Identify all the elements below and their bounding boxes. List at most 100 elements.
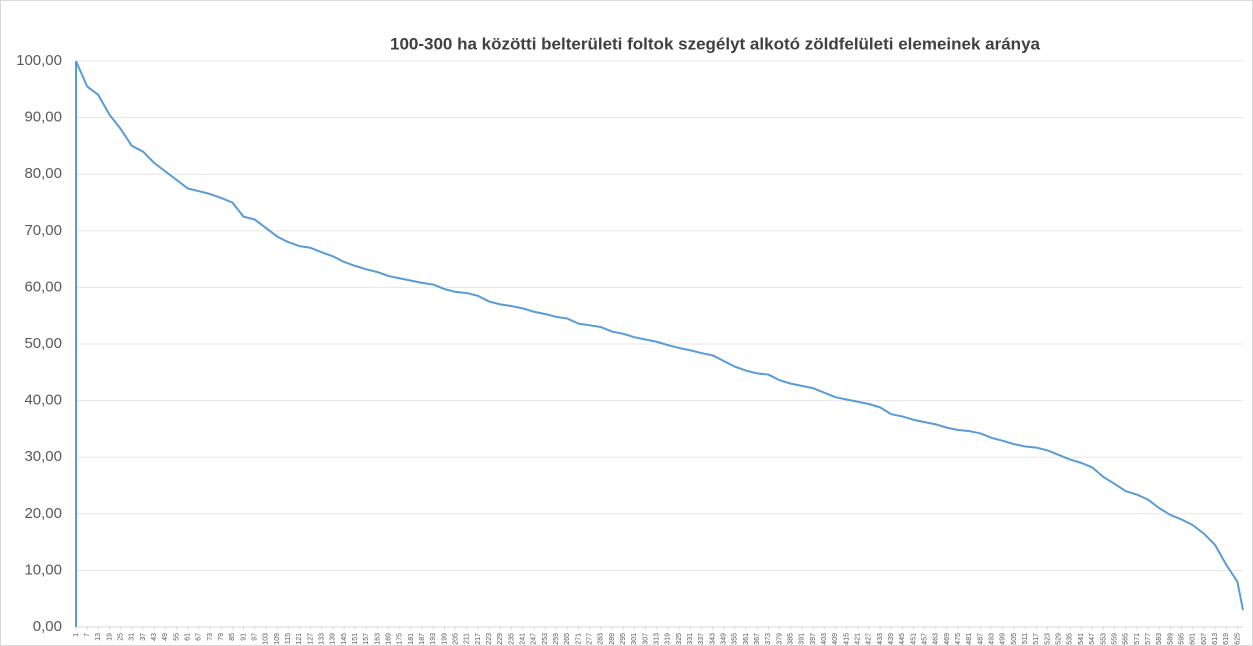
x-tick-label: 343 — [709, 633, 716, 645]
x-tick-label: 331 — [687, 633, 694, 645]
x-tick-label: 277 — [587, 633, 594, 645]
x-tick-label: 523 — [1044, 633, 1051, 645]
x-tick-label: 43 — [151, 633, 158, 641]
x-tick-label: 19 — [106, 633, 113, 641]
x-tick-label: 25 — [118, 633, 125, 641]
x-tick-label: 301 — [631, 633, 638, 645]
x-tick-label: 595 — [1178, 633, 1185, 645]
x-tick-label: 145 — [341, 633, 348, 645]
x-tick-label: 607 — [1201, 633, 1208, 645]
x-tick-label: 193 — [430, 633, 437, 645]
x-tick-label: 541 — [1078, 633, 1085, 645]
x-tick-label: 367 — [754, 633, 761, 645]
x-tick-label: 499 — [1000, 633, 1007, 645]
x-tick-label: 469 — [944, 633, 951, 645]
x-tick-label: 583 — [1156, 633, 1163, 645]
x-tick-label: 493 — [989, 633, 996, 645]
x-tick-label: 115 — [285, 633, 292, 644]
data-line — [75, 60, 1244, 611]
y-tick-label: 0,00 — [33, 618, 62, 635]
x-tick-label: 589 — [1167, 633, 1174, 645]
x-tick-label: 379 — [776, 633, 783, 645]
x-tick-label: 91 — [240, 633, 247, 641]
x-tick-label: 439 — [888, 633, 895, 645]
x-tick-label: 1 — [73, 633, 80, 637]
x-tick-label: 97 — [252, 633, 259, 641]
x-tick-label: 319 — [665, 633, 672, 645]
x-tick-label: 313 — [654, 633, 661, 645]
x-tick-label: 13 — [95, 633, 102, 641]
x-tick-label: 385 — [788, 633, 795, 645]
x-tick-label: 37 — [140, 633, 147, 641]
x-tick-label: 31 — [129, 633, 136, 641]
x-tick-label: 505 — [1011, 633, 1018, 645]
x-tick-label: 169 — [386, 633, 393, 645]
x-tick-label: 481 — [966, 633, 973, 645]
x-tick-label: 181 — [408, 633, 415, 645]
x-tick-label: 511 — [1022, 633, 1029, 644]
x-tick-label: 217 — [475, 633, 482, 645]
x-tick-label: 391 — [799, 633, 806, 645]
x-tick-label: 559 — [1111, 633, 1118, 645]
y-tick-label: 70,00 — [24, 222, 62, 239]
y-tick-label: 40,00 — [24, 392, 62, 409]
x-tick-label: 223 — [486, 633, 493, 645]
x-tick-label: 157 — [363, 633, 370, 645]
x-tick-label: 565 — [1123, 633, 1130, 645]
x-tick-label: 49 — [162, 633, 169, 641]
x-tick-label: 433 — [877, 633, 884, 645]
x-tick-label: 337 — [698, 633, 705, 645]
y-tick-label: 80,00 — [24, 165, 62, 182]
x-tick-label: 295 — [620, 633, 627, 645]
x-tick-label: 535 — [1067, 633, 1074, 645]
x-tick-label: 571 — [1134, 633, 1141, 645]
x-tick-label: 361 — [743, 633, 750, 645]
x-tick-label: 457 — [922, 633, 929, 645]
x-tick-label: 229 — [497, 633, 504, 645]
y-tick-label: 50,00 — [24, 335, 62, 352]
x-tick-label: 127 — [307, 633, 314, 645]
x-tick-label: 397 — [810, 633, 817, 645]
x-tick-label: 109 — [274, 633, 281, 645]
x-tick-label: 445 — [899, 633, 906, 645]
y-tick-label: 60,00 — [24, 278, 62, 295]
x-tick-label: 79 — [218, 633, 225, 641]
x-tick-label: 61 — [185, 633, 192, 641]
x-tick-label: 403 — [821, 633, 828, 645]
x-tick-label: 475 — [955, 633, 962, 645]
x-tick-label: 415 — [843, 633, 850, 645]
x-tick-label: 175 — [397, 633, 404, 645]
x-tick-label: 409 — [832, 633, 839, 645]
x-tick-label: 289 — [609, 633, 616, 645]
y-tick-label: 90,00 — [24, 109, 62, 126]
x-tick-label: 235 — [508, 633, 515, 645]
x-tick-label: 421 — [855, 633, 862, 645]
x-tick-label: 271 — [575, 633, 582, 645]
x-tick-label: 7 — [84, 633, 91, 637]
x-tick-label: 577 — [1145, 633, 1152, 645]
x-tick-label: 325 — [676, 633, 683, 645]
x-tick-label: 547 — [1089, 633, 1096, 645]
x-tick-label: 427 — [866, 633, 873, 645]
x-tick-label: 307 — [642, 633, 649, 645]
x-tick-label: 619 — [1223, 633, 1230, 645]
x-tick-label: 553 — [1100, 633, 1107, 645]
x-tick-label: 133 — [319, 633, 326, 645]
x-tick-label: 121 — [296, 633, 303, 645]
x-tick-label: 283 — [598, 633, 605, 645]
x-tick-label: 187 — [419, 633, 426, 645]
x-tick-label: 199 — [441, 633, 448, 645]
x-tick-label: 265 — [564, 633, 571, 645]
x-tick-label: 373 — [765, 633, 772, 645]
x-tick-label: 139 — [330, 633, 337, 645]
y-tick-label: 10,00 — [24, 561, 62, 578]
x-tick-label: 355 — [732, 633, 739, 645]
x-tick-label: 451 — [910, 633, 917, 645]
x-tick-label: 55 — [173, 633, 180, 641]
x-tick-label: 163 — [374, 633, 381, 645]
y-tick-label: 100,00 — [16, 52, 62, 69]
x-tick-label: 73 — [207, 633, 214, 641]
